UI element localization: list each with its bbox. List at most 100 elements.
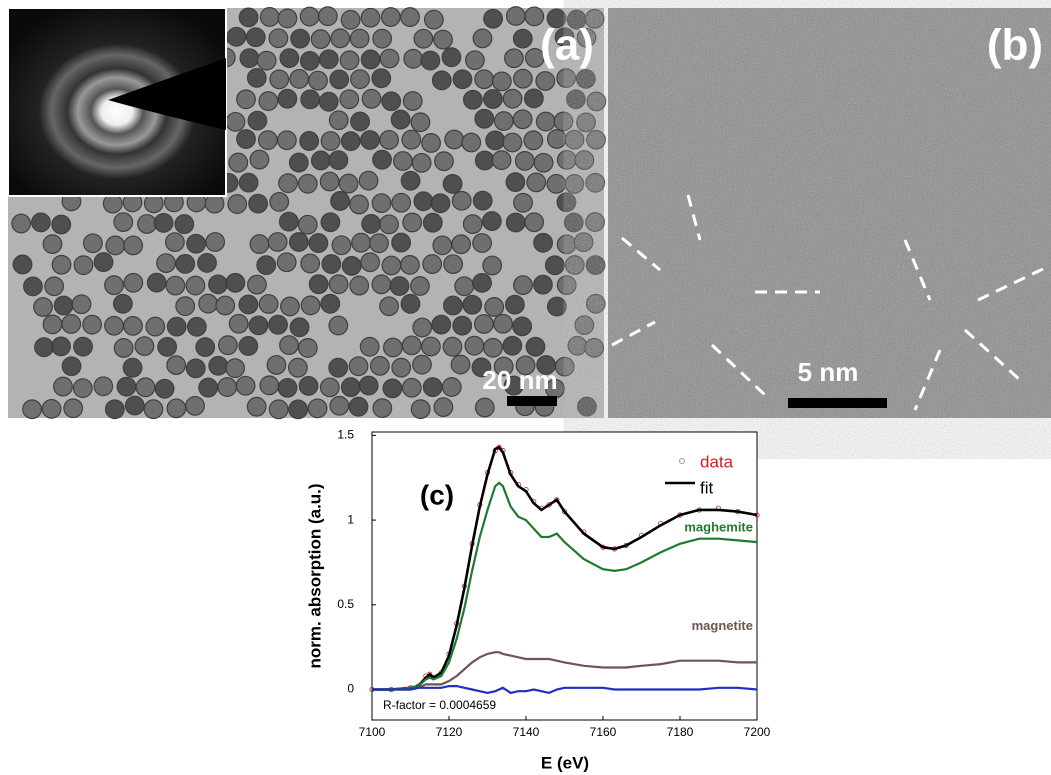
particle (156, 253, 176, 274)
particle (318, 91, 339, 112)
particle (105, 235, 126, 256)
lattice-texture (608, 8, 1051, 418)
particle (585, 172, 606, 193)
particle (341, 255, 362, 276)
particle (482, 255, 503, 276)
particle (512, 109, 533, 130)
particle (493, 111, 514, 131)
particle (564, 255, 585, 275)
particle (584, 337, 605, 358)
particle (524, 6, 545, 27)
series-line (372, 445, 758, 691)
particle (124, 395, 145, 416)
x-tick-label: 7120 (436, 725, 463, 739)
particle (576, 396, 597, 417)
particle (533, 274, 553, 295)
particle (308, 274, 329, 295)
particle (266, 355, 287, 375)
particle (258, 294, 279, 314)
particle (71, 294, 92, 315)
particle (546, 173, 567, 194)
particle (432, 235, 453, 256)
particle (297, 173, 318, 194)
particle (73, 336, 93, 357)
particle (228, 152, 249, 173)
particle (391, 192, 412, 213)
particle (410, 276, 430, 296)
particle (146, 272, 167, 293)
particle (443, 254, 464, 275)
x-tick-label: 7140 (513, 725, 540, 739)
particle (413, 191, 434, 212)
particle (51, 214, 72, 235)
particle (157, 336, 178, 357)
particle (401, 377, 422, 398)
particle (349, 275, 370, 296)
particle (299, 50, 320, 71)
particle (452, 69, 473, 90)
y-tick-label: 1 (347, 512, 354, 526)
particle (422, 377, 443, 398)
particle (277, 88, 298, 109)
particle (134, 336, 155, 357)
particle (227, 194, 248, 214)
particle (317, 6, 338, 27)
particle (483, 89, 503, 109)
particle (51, 254, 72, 275)
particle (276, 252, 297, 273)
particle (421, 336, 441, 357)
particle (12, 254, 33, 275)
particle (410, 112, 431, 133)
particle (247, 274, 267, 295)
particle (472, 28, 493, 49)
particle (502, 132, 523, 153)
particle (320, 131, 341, 151)
particle (430, 193, 451, 214)
particle (154, 378, 175, 399)
particle (493, 313, 513, 334)
particle (564, 129, 585, 150)
particle (300, 295, 321, 316)
particle (258, 91, 279, 111)
particle (277, 8, 298, 29)
beam-stop (108, 58, 226, 130)
particle (565, 89, 586, 110)
particle (451, 234, 472, 255)
particle (401, 335, 422, 356)
particle (269, 69, 290, 90)
particle (137, 214, 157, 234)
particle (340, 9, 361, 30)
particle (358, 170, 379, 191)
particle (249, 234, 270, 254)
particle (431, 70, 452, 91)
particle (257, 130, 278, 151)
particle (308, 70, 328, 91)
particle (400, 7, 420, 27)
particle (61, 356, 82, 377)
particle (546, 296, 567, 317)
particle (573, 232, 594, 253)
particle (289, 317, 310, 338)
particle (433, 29, 453, 50)
particle (556, 234, 577, 255)
particle (567, 335, 588, 356)
particle (350, 69, 370, 90)
particle (215, 295, 236, 316)
particle (462, 214, 483, 235)
y-tick-label: 1.5 (337, 428, 354, 442)
particle (123, 315, 143, 336)
particle (290, 28, 311, 49)
particle (279, 48, 300, 69)
particle (348, 396, 369, 417)
particle (228, 313, 249, 334)
particle (383, 337, 403, 358)
particle (166, 316, 187, 337)
particle (320, 293, 341, 314)
particle (574, 150, 595, 170)
scale-bar (507, 396, 557, 406)
particle (348, 356, 369, 377)
particle (93, 376, 114, 397)
particle (381, 91, 402, 112)
particle (576, 27, 597, 48)
particle (123, 235, 144, 256)
